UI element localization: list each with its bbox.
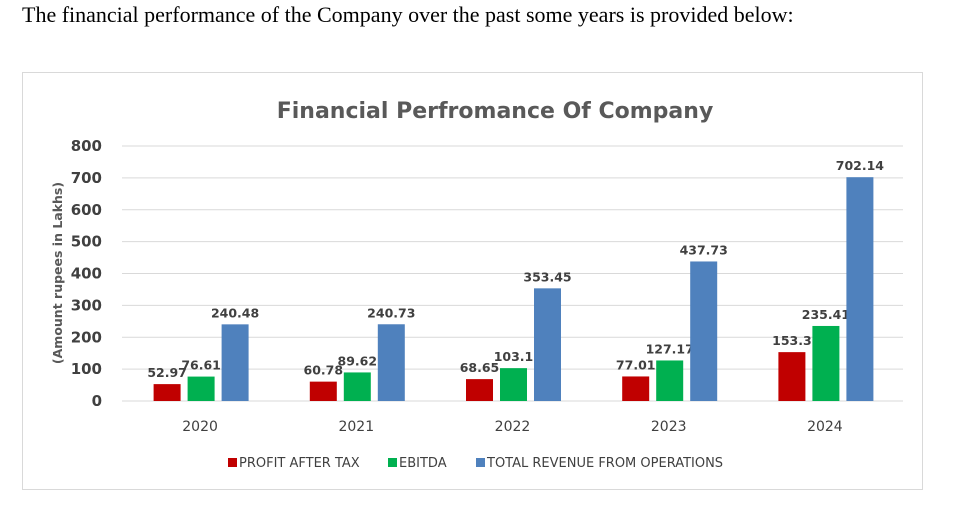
data-label: 240.48 [211, 305, 259, 320]
legend-swatch [388, 458, 397, 467]
data-label: 127.17 [646, 341, 694, 356]
data-label: 77.01 [616, 357, 656, 372]
x-tick-label: 2020 [182, 419, 218, 435]
y-tick-label: 500 [71, 233, 102, 251]
data-label: 235.41 [802, 307, 850, 322]
chart-frame [22, 72, 923, 490]
bar [309, 381, 337, 401]
bar [622, 376, 650, 401]
bar [812, 325, 840, 401]
bar [778, 352, 806, 401]
bar [221, 324, 249, 401]
y-tick-label: 700 [71, 169, 102, 187]
data-label: 437.73 [680, 242, 728, 257]
x-tick-label: 2022 [495, 419, 531, 435]
data-label: 52.97 [147, 365, 187, 380]
y-axis-label: (Amount rupees in Lakhs) [50, 182, 65, 364]
data-label: 103.1 [494, 349, 534, 364]
chart-title: Financial Perfromance Of Company [277, 99, 714, 124]
legend-swatch [228, 458, 237, 467]
y-tick-label: 200 [71, 328, 102, 346]
data-label: 353.45 [523, 269, 571, 284]
bar [534, 288, 561, 401]
legend-swatch [476, 458, 485, 467]
data-label: 153.3 [772, 333, 812, 348]
data-label: 89.62 [338, 353, 378, 368]
y-tick-label: 300 [71, 296, 102, 314]
x-tick-label: 2021 [338, 419, 374, 435]
y-tick-label: 400 [71, 265, 102, 283]
data-label: 240.73 [367, 305, 415, 320]
bar [153, 384, 181, 401]
y-tick-label: 100 [71, 360, 102, 378]
bar [656, 360, 684, 401]
data-label: 60.78 [304, 363, 344, 378]
bar [846, 177, 874, 401]
bar [466, 379, 493, 401]
legend-label: EBITDA [399, 456, 447, 471]
x-tick-label: 2024 [807, 419, 843, 435]
y-tick-label: 0 [92, 392, 102, 410]
x-tick-label: 2023 [651, 419, 687, 435]
data-label: 76.61 [181, 358, 221, 373]
data-label: 702.14 [836, 158, 885, 173]
bar [377, 324, 405, 401]
bar [343, 372, 371, 401]
legend-label: TOTAL REVENUE FROM OPERATIONS [486, 456, 723, 471]
y-tick-label: 800 [71, 137, 102, 155]
y-tick-label: 600 [71, 201, 102, 219]
data-label: 68.65 [460, 360, 500, 375]
bar [187, 376, 215, 401]
intro-text: The financial performance of the Company… [22, 2, 794, 27]
legend-label: PROFIT AFTER TAX [239, 456, 360, 471]
bar [690, 261, 718, 401]
bar [500, 368, 527, 401]
